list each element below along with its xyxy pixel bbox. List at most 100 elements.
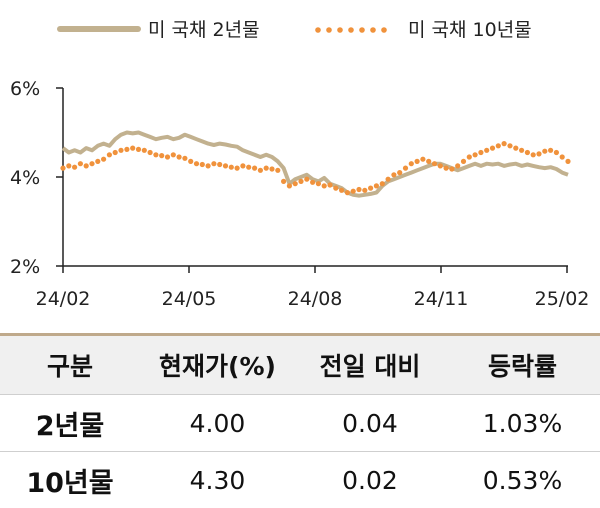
- x-tick-label: 25/02: [535, 288, 590, 310]
- legend-dot: [370, 27, 376, 33]
- series-point-10y: [83, 163, 89, 169]
- series-point-10y: [484, 147, 490, 153]
- series-point-10y: [263, 165, 269, 171]
- change-cell: 0.02: [342, 465, 398, 495]
- series-point-10y: [130, 145, 136, 151]
- series-point-10y: [252, 165, 258, 171]
- series-point-10y: [106, 152, 112, 158]
- legend-label-10y: 미 국채 10년물: [408, 19, 532, 41]
- series-point-10y: [147, 149, 153, 156]
- legend-label-2y: 미 국채 2년물: [148, 19, 260, 41]
- series-point-10y: [286, 183, 292, 189]
- series-point-10y: [164, 154, 171, 160]
- series-point-10y: [356, 186, 362, 193]
- series-point-10y: [159, 153, 165, 159]
- x-ticks: 24/02 24/05 24/08 24/11 25/02: [36, 266, 590, 310]
- series-point-10y: [89, 161, 95, 167]
- series-point-10y: [437, 163, 443, 169]
- series-point-10y: [112, 149, 118, 156]
- series-point-10y: [193, 161, 200, 167]
- series-point-10y: [333, 185, 339, 191]
- legend-dot: [315, 27, 321, 33]
- y-tick-label: 6%: [10, 78, 40, 100]
- series-point-10y: [298, 178, 304, 184]
- series-point-10y: [391, 172, 397, 178]
- rate-cell: 1.03%: [482, 408, 563, 438]
- series-point-10y: [466, 154, 472, 160]
- series-line-2y: [61, 130, 569, 198]
- series-point-10y: [426, 158, 432, 164]
- series-point-10y: [269, 166, 275, 172]
- price-cell: 4.00: [189, 408, 246, 438]
- series-point-10y: [228, 164, 234, 170]
- series-point-10y: [222, 163, 229, 169]
- legend: 미 국채 2년물 미 국채 10년물: [57, 19, 532, 41]
- series-point-10y: [507, 143, 513, 149]
- series-point-10y: [344, 190, 350, 196]
- series-point-10y: [559, 154, 565, 160]
- series-point-10y: [524, 149, 531, 156]
- price-cell: 4.30: [189, 465, 246, 495]
- change-cell: 0.04: [342, 408, 398, 438]
- series-point-10y: [205, 163, 211, 169]
- table-row: 10년물 4.30 0.02 0.53%: [0, 451, 600, 508]
- row-label: 2년물: [35, 410, 105, 442]
- series-point-10y: [315, 181, 321, 187]
- series-point-10y: [240, 163, 246, 169]
- series-point-10y: [408, 161, 414, 167]
- series-point-10y: [327, 182, 333, 188]
- series-point-10y: [455, 163, 461, 169]
- series-point-10y: [368, 185, 374, 191]
- table-row: 2년물 4.00 0.04 1.03%: [0, 394, 600, 451]
- series-point-10y: [449, 166, 455, 172]
- series-point-10y: [339, 187, 345, 193]
- series-point-10y: [135, 146, 142, 152]
- yield-table: 구분 현재가(%) 전일 대비 등락률 2년물 4.00 0.04 1.03% …: [0, 333, 600, 504]
- series-point-10y: [257, 167, 263, 173]
- rate-cell: 0.53%: [482, 465, 563, 495]
- series-point-10y: [217, 161, 223, 168]
- x-tick-label: 24/11: [414, 288, 469, 310]
- header-cell: 구분: [46, 352, 93, 381]
- header-cell: 현재가(%): [159, 352, 276, 381]
- series-point-10y: [182, 155, 188, 161]
- y-tick-label: 2%: [10, 256, 40, 278]
- x-tick-label: 24/08: [288, 288, 343, 310]
- series-point-10y: [478, 149, 484, 156]
- series-point-10y: [431, 161, 438, 167]
- table-header-row: 구분 현재가(%) 전일 대비 등락률: [0, 336, 600, 394]
- series-point-10y: [275, 167, 281, 173]
- series-point-10y: [77, 161, 83, 167]
- series-point-10y: [460, 158, 467, 164]
- series-point-10y: [501, 141, 507, 147]
- series-point-10y: [141, 147, 147, 153]
- series-point-10y: [188, 158, 194, 164]
- series-line-10y: [60, 141, 571, 196]
- series-point-10y: [513, 145, 519, 151]
- series-point-10y: [95, 158, 101, 164]
- series-point-10y: [519, 147, 525, 153]
- series-point-10y: [211, 161, 217, 167]
- series-point-10y: [170, 152, 176, 158]
- series-point-10y: [72, 164, 78, 170]
- series-point-10y: [397, 170, 403, 176]
- header-cell: 등락률: [487, 352, 557, 381]
- legend-dot: [337, 27, 343, 33]
- legend-dot: [359, 27, 365, 33]
- row-label: 10년물: [26, 467, 114, 499]
- series-point-10y: [420, 156, 426, 162]
- series-point-10y: [385, 176, 391, 182]
- series-point-10y: [176, 154, 182, 160]
- series-point-10y: [565, 158, 571, 164]
- series-point-10y: [379, 181, 385, 187]
- y-tick-label: 4%: [10, 167, 40, 189]
- series-point-10y: [321, 183, 327, 189]
- series-point-10y: [66, 163, 72, 169]
- series-point-10y: [153, 152, 159, 158]
- series-point-10y: [60, 165, 66, 171]
- series-point-10y: [124, 146, 130, 152]
- series-point-10y: [362, 187, 368, 193]
- series-point-10y: [530, 152, 536, 158]
- series-point-10y: [443, 165, 449, 171]
- series-point-10y: [199, 161, 205, 168]
